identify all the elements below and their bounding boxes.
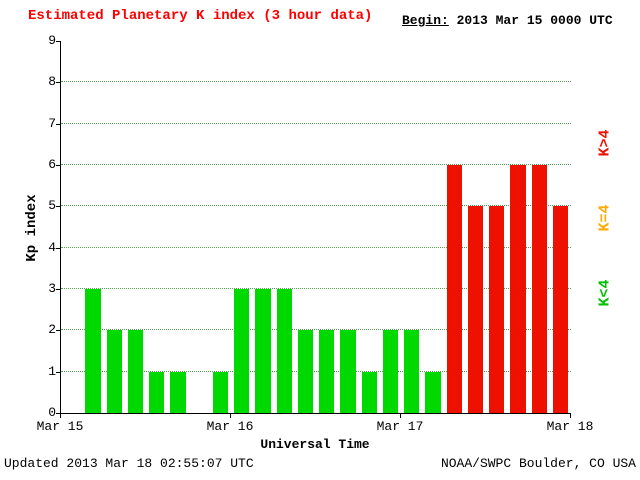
gridline-kp-3: [61, 288, 571, 289]
kp-bar: [297, 330, 313, 413]
y-tick-mark: [56, 413, 61, 414]
begin-line: Begin: 2013 Mar 15 0000 UTC: [402, 13, 613, 28]
legend-label-K4: K<4: [596, 279, 614, 307]
y-tick-label: 9: [48, 33, 56, 48]
y-tick-label: 3: [48, 281, 56, 296]
x-tick-label: Mar 17: [376, 419, 424, 434]
y-tick-mark: [56, 371, 61, 373]
kp-bar: [340, 330, 356, 413]
begin-label: Begin:: [402, 13, 449, 28]
gridline-kp-2: [61, 329, 571, 331]
y-tick-label: 4: [48, 239, 56, 255]
x-tick-label: Mar 15: [36, 419, 84, 434]
gridline-kp-5: [61, 205, 571, 207]
y-axis-label: Kp index: [24, 194, 40, 262]
kp-bar: [149, 371, 165, 413]
y-tick-label: 6: [48, 157, 56, 172]
x-axis-label: Universal Time: [260, 437, 370, 452]
gridline-kp-8: [61, 81, 571, 83]
kp-bar: [361, 371, 377, 413]
kp-bar: [276, 289, 292, 413]
legend-label-K4: K=4: [596, 204, 614, 232]
kp-bar: [170, 371, 186, 413]
x-tick-label: Mar 16: [206, 419, 254, 434]
y-tick-label: 0: [48, 405, 56, 420]
y-tick-mark: [56, 206, 61, 208]
kp-bar: [552, 206, 568, 413]
x-tick-mark: [230, 414, 231, 418]
gridline-kp-7: [61, 122, 571, 124]
y-tick-mark: [56, 82, 61, 84]
kp-bar: [531, 165, 547, 413]
y-tick-label: 2: [48, 322, 56, 338]
y-tick-label: 7: [48, 115, 56, 131]
kp-bar: [212, 371, 228, 413]
y-tick-mark: [56, 289, 61, 290]
gridline-kp-4: [61, 246, 571, 248]
y-tick-mark: [56, 165, 61, 166]
legend-label-K4: K>4: [596, 129, 614, 157]
kp-bar: [106, 330, 122, 413]
updated-timestamp: Updated 2013 Mar 18 02:55:07 UTC: [4, 456, 254, 471]
y-tick-mark: [56, 41, 61, 42]
credit-text: NOAA/SWPC Boulder, CO USA: [440, 456, 636, 471]
y-tick-label: 5: [48, 198, 56, 214]
kp-bar: [319, 330, 335, 413]
begin-value: 2013 Mar 15 0000 UTC: [456, 13, 613, 28]
kp-bar: [234, 289, 250, 413]
kp-bar: [255, 289, 271, 413]
kp-bar: [382, 330, 398, 413]
gridline-kp-6: [61, 164, 571, 165]
kp-bar: [425, 371, 441, 413]
kp-bar: [489, 206, 505, 413]
y-tick-label: 8: [48, 74, 56, 90]
chart-title: Estimated Planetary K index (3 hour data…: [28, 8, 373, 24]
y-tick-mark: [56, 330, 61, 332]
y-tick-label: 1: [48, 363, 56, 379]
y-tick-mark: [56, 123, 61, 125]
kp-bar: [127, 330, 143, 413]
x-tick-label: Mar 18: [546, 419, 594, 434]
y-tick-mark: [56, 247, 61, 249]
kp-bar: [85, 289, 101, 413]
x-tick-mark: [60, 414, 61, 418]
plot-area: [60, 41, 571, 414]
kp-bar: [446, 165, 462, 413]
kp-bar: [510, 165, 526, 413]
gridline-kp-1: [61, 370, 571, 372]
x-tick-mark: [570, 414, 571, 418]
x-tick-mark: [400, 414, 401, 418]
kp-bar: [404, 330, 420, 413]
kp-bar: [467, 206, 483, 413]
